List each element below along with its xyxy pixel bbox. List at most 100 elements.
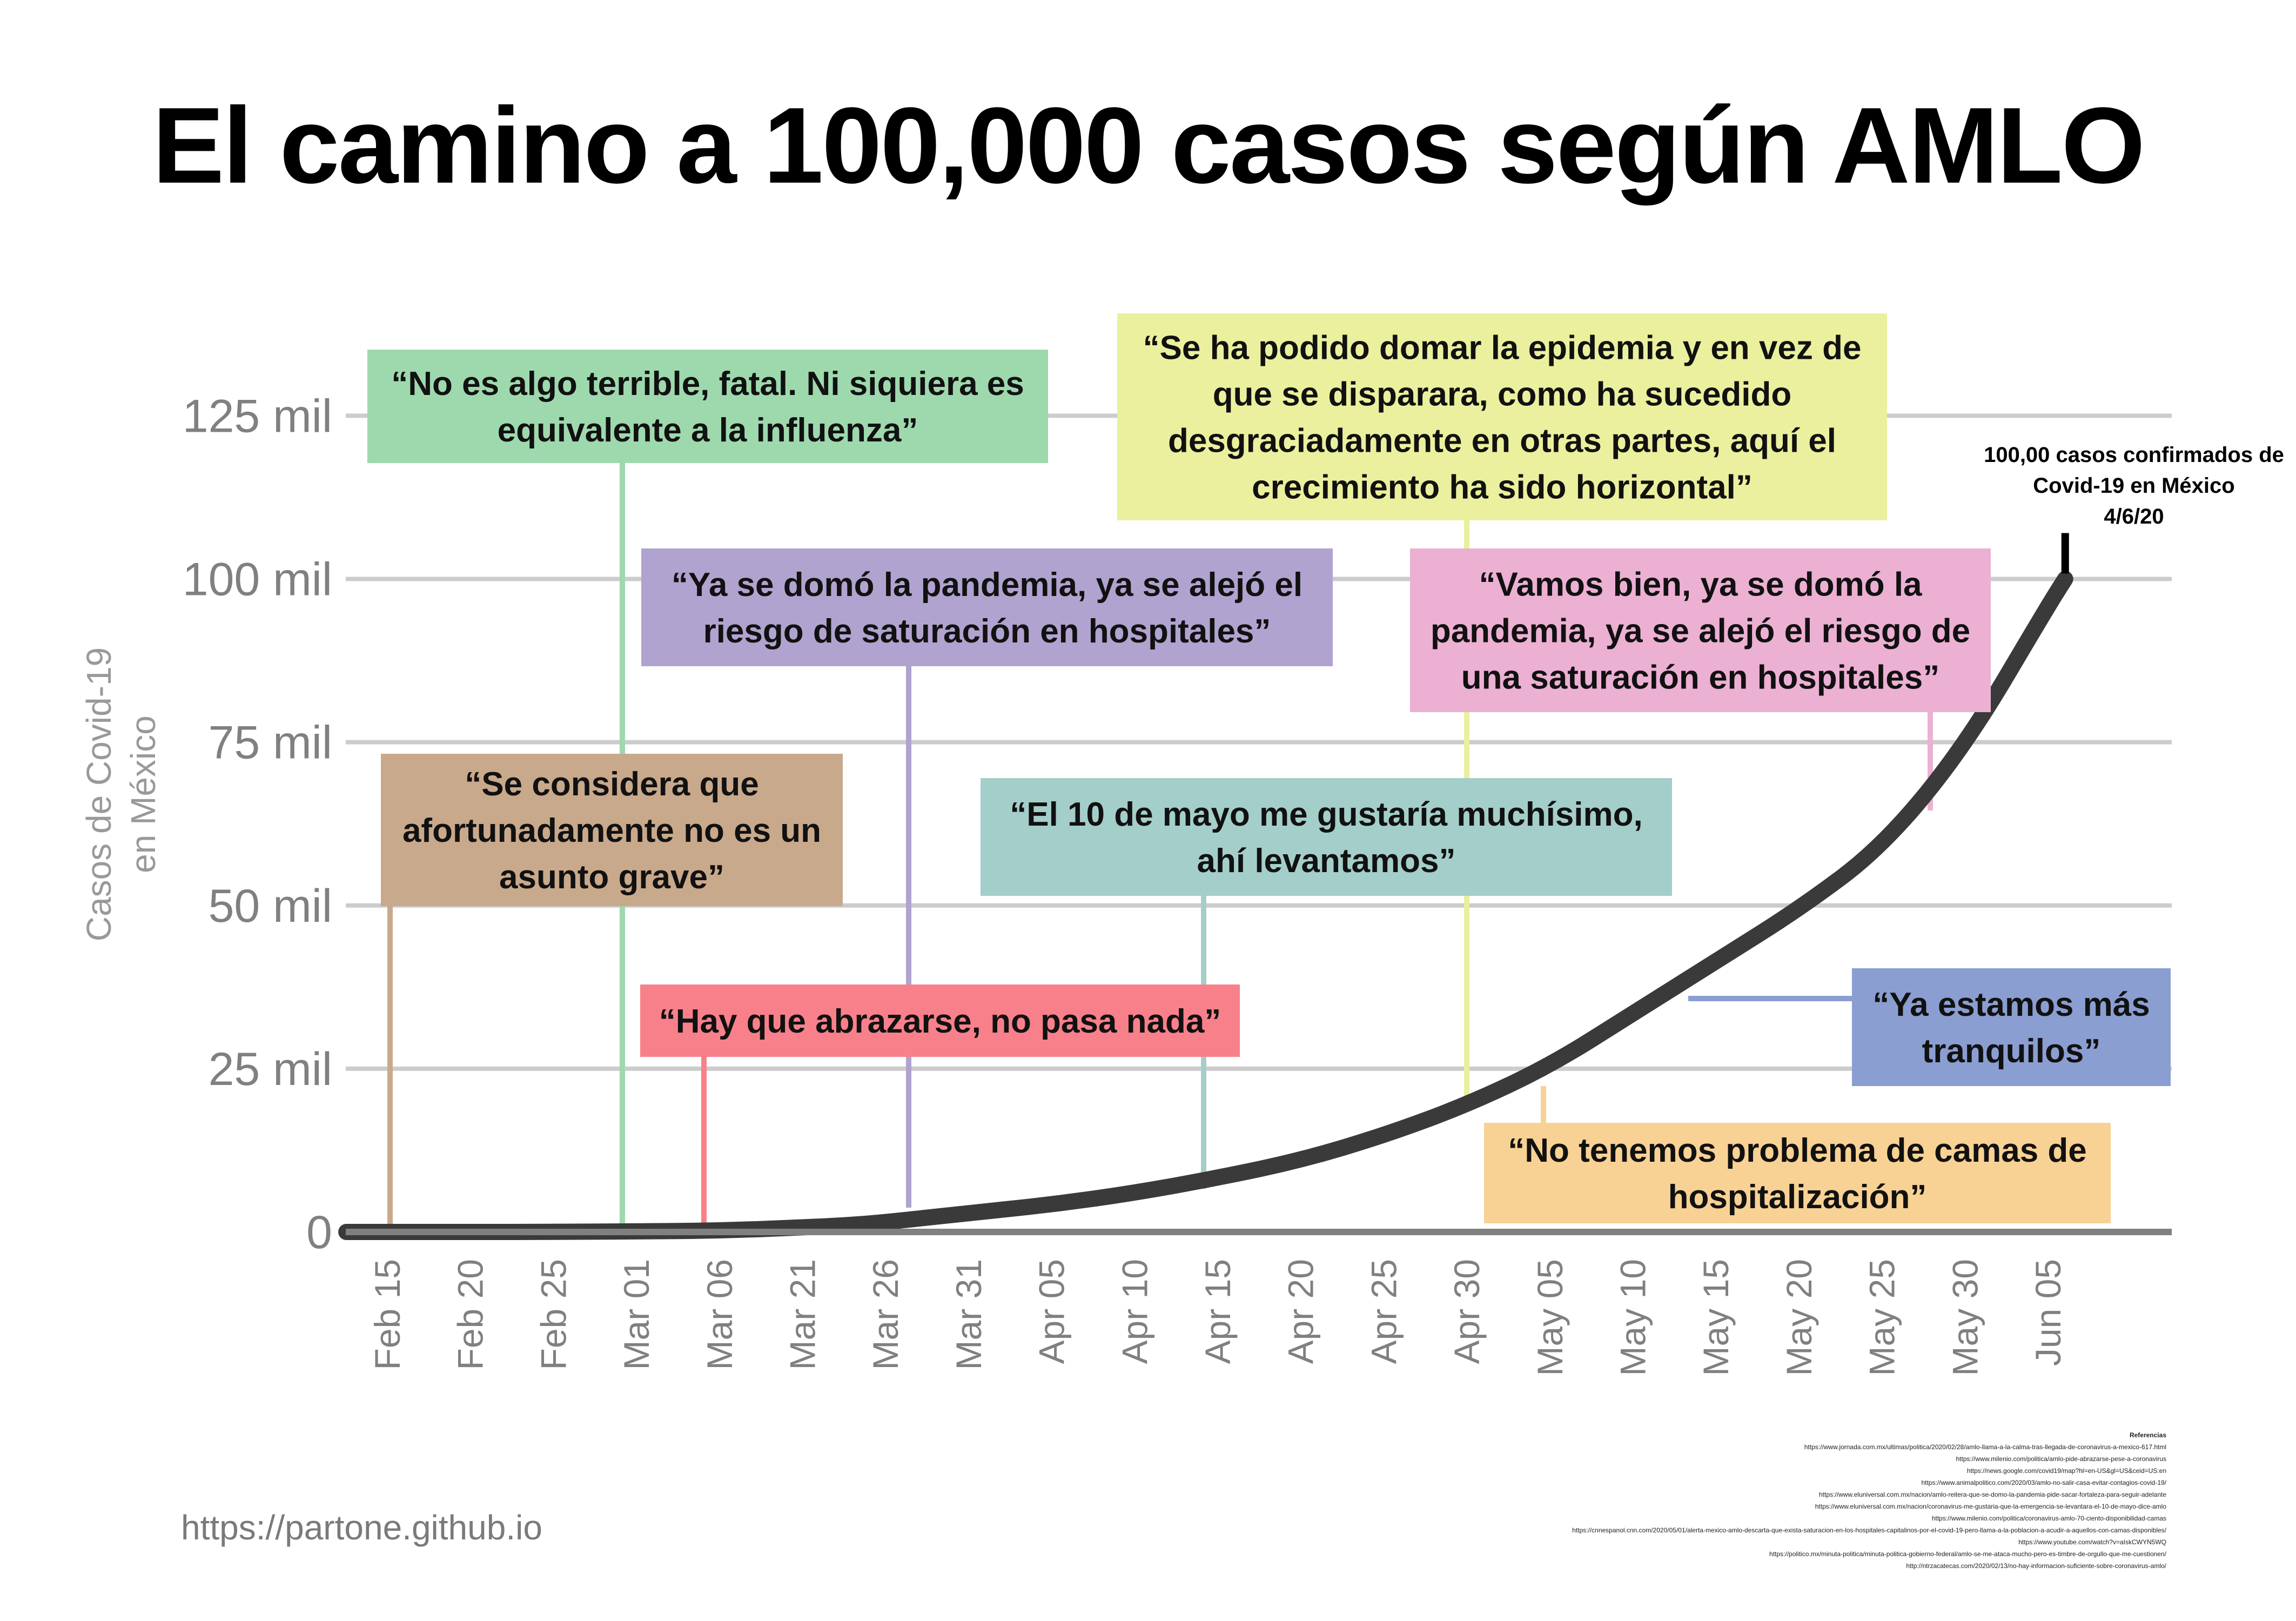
annotation-box [641,548,1333,666]
y-tick-label: 100 mil [183,554,332,606]
reference-link[interactable]: http://ntrzacatecas.com/2020/02/13/no-ha… [1906,1562,2166,1570]
x-tick-label: May 10 [1613,1259,1653,1376]
x-tick-label: May 05 [1530,1259,1570,1376]
references-block: Referencias https://www.jornada.com.mx/u… [1248,1429,2166,1572]
annotation-quote-line: pandemia, ya se alejó el riesgo de [1431,613,1970,650]
annotation-callout: “Se considera que afortunadamente no es u… [381,754,843,906]
reference-link[interactable]: https://www.eluniversal.com.mx/nacion/am… [1819,1491,2166,1498]
x-tick-label: May 20 [1779,1259,1819,1376]
website-url[interactable]: https://partone.github.io [181,1508,542,1547]
annotation-callout: “El 10 de mayo me gustaría muchísimo, ahí… [981,778,1672,896]
annotation-quote-line: asunto grave” [499,859,724,896]
annotation-box [1117,313,1887,520]
x-tick-label: Mar 06 [700,1259,740,1370]
annotation-box [640,984,1240,1057]
annotation-quote-line: desgraciadamente en otras partes, aquí e… [1168,423,1836,460]
axes: 0 25 mil 50 mil 75 mil 100 mil 125 mil Casos d… [79,390,2172,1376]
x-tick-label: Mar 26 [865,1259,905,1370]
annotation-box [1852,968,2171,1086]
x-tick-label: Apr 30 [1447,1259,1487,1364]
annotation-quote-line: “No es algo terrible, fatal. Ni siquiera… [391,365,1024,403]
x-tick-label: May 30 [1945,1259,1985,1376]
annotation-box [1410,548,1991,712]
x-tick-label: Feb 25 [533,1259,573,1370]
annotation-quote-line: ahí levantamos” [1197,842,1456,880]
annotation-quote-line: afortunadamente no es un [402,812,821,849]
x-tick-label: Feb 20 [451,1259,491,1370]
reference-link[interactable]: https://www.eluniversal.com.mx/nacion/co… [1815,1503,2166,1510]
annotation-quote: “Se considera que afortunadamente no es u… [402,766,821,896]
reference-link[interactable]: https://www.milenio.com/politica/amlo-pi… [1956,1455,2167,1463]
annotation-box [367,350,1048,463]
annotation-quote-line: “Ya estamos más [1872,986,2150,1023]
annotation-quote-line: que se disparara, como ha sucedido [1213,376,1792,413]
annotation-quote: “El 10 de mayo me gustaría muchísimo, ahí… [1010,796,1643,880]
y-tick-label: 0 [306,1207,332,1258]
milestone-note-line: 4/6/20 [2104,505,2164,528]
reference-link[interactable]: https://www.milenio.com/politica/coronav… [1931,1515,2166,1522]
annotation-quote: “No es algo terrible, fatal. Ni siquiera… [391,365,1024,449]
annotation-quote: “Hay que abrazarse, no pasa nada” [659,1003,1221,1040]
x-tick-label: Mar 01 [616,1259,656,1370]
annotation-quote: “Ya se domó la pandemia, ya se alejó el r… [672,566,1303,650]
annotation-quote: “No tenemos problema de camas de hospital… [1508,1132,2087,1216]
reference-link[interactable]: https://news.google.com/covid19/map?hl=e… [1966,1467,2166,1475]
annotation-quote-line: “El 10 de mayo me gustaría muchísimo, [1010,796,1643,833]
y-axis-label-line: Casos de Covid-19 [79,647,118,941]
annotation-boxes: “Se considera que afortunadamente no es u… [367,313,2284,1223]
y-tick-label: 50 mil [209,880,332,932]
annotation-quote: “Se ha podido domar la epidemia y en vez… [1143,330,1862,506]
annotation-quote-line: equivalente a la influenza” [498,412,918,449]
x-tick-label: May 25 [1862,1259,1902,1376]
y-tick-label: 75 mil [209,717,332,769]
x-tick-label: May 15 [1696,1259,1736,1376]
annotation-quote-line: crecimiento ha sido horizontal” [1252,469,1753,506]
annotation-callout: “Se ha podido domar la epidemia y en vez… [1117,313,1887,520]
x-tick-label: Jun 05 [2028,1259,2068,1366]
x-tick-label: Apr 10 [1115,1259,1154,1364]
x-tick-label: Mar 31 [949,1259,989,1370]
chart-title: El camino a 100,000 casos según AMLO [152,85,2145,206]
x-tick-label: Apr 05 [1032,1259,1072,1364]
reference-link[interactable]: https://www.youtube.com/watch?v=aIskCWYN… [2018,1538,2166,1546]
annotation-quote-line: riesgo de saturación en hospitales” [703,613,1271,650]
milestone-note: 100,00 casos confirmados de Covid-19 en M… [1984,443,2284,528]
annotation-quote-line: “No tenemos problema de camas de [1508,1132,2087,1169]
annotation-box [381,754,843,906]
milestone-note-line: 100,00 casos confirmados de [1984,443,2284,467]
annotation-callout: “Vamos bien, ya se domó la pandemia, ya s… [1410,548,1991,712]
annotation-box [981,778,1672,896]
annotation-quote-line: “Se considera que [465,766,758,803]
reference-link[interactable]: https://www.animalpolitico.com/2020/03/a… [1921,1479,2166,1486]
annotation-callout: “Ya estamos más tranquilos” [1852,968,2171,1086]
y-axis-label: Casos de Covid-19 en México [79,647,163,941]
reference-link[interactable]: https://politico.mx/minuta-politica/minu… [1769,1550,2166,1558]
annotation-quote: “Ya estamos más tranquilos” [1872,986,2150,1070]
annotation-quote-line: “Vamos bien, ya se domó la [1479,566,1922,604]
reference-link[interactable]: https://cnnespanol.cnn.com/2020/05/01/al… [1572,1526,2166,1534]
annotation-quote: “Vamos bien, ya se domó la pandemia, ya s… [1431,566,1970,696]
annotation-quote-line: hospitalización” [1668,1178,1927,1216]
annotation-quote-line: tranquilos” [1922,1033,2101,1070]
annotation-quote-line: “Ya se domó la pandemia, ya se alejó el [672,566,1303,604]
references-list: https://www.jornada.com.mx/ultimas/polit… [1248,1441,2166,1572]
x-tick-label: Mar 21 [783,1259,823,1370]
annotation-callout: “Hay que abrazarse, no pasa nada” [640,984,1240,1057]
references-heading: Referencias [2129,1431,2166,1439]
x-tick-label: Feb 15 [367,1259,407,1370]
y-tick-label: 25 mil [209,1043,332,1095]
annotation-quote-line: “Hay que abrazarse, no pasa nada” [659,1003,1221,1040]
x-tick-label: Apr 25 [1364,1259,1404,1364]
annotation-quote-line: “Se ha podido domar la epidemia y en vez… [1143,330,1862,367]
annotation-callout: “No es algo terrible, fatal. Ni siquiera… [367,350,1048,463]
milestone-note-line: Covid-19 en México [2033,474,2234,498]
x-tick-label: Apr 15 [1198,1259,1238,1364]
x-tick-label: Apr 20 [1281,1259,1321,1364]
annotation-box [1484,1123,2111,1223]
annotation-quote-line: una saturación en hospitales” [1461,659,1939,696]
y-tick-label: 125 mil [183,390,332,442]
annotation-callout: “No tenemos problema de camas de hospital… [1484,1123,2111,1223]
reference-link[interactable]: https://www.jornada.com.mx/ultimas/polit… [1804,1443,2166,1451]
annotation-callout: “Ya se domó la pandemia, ya se alejó el r… [641,548,1333,666]
